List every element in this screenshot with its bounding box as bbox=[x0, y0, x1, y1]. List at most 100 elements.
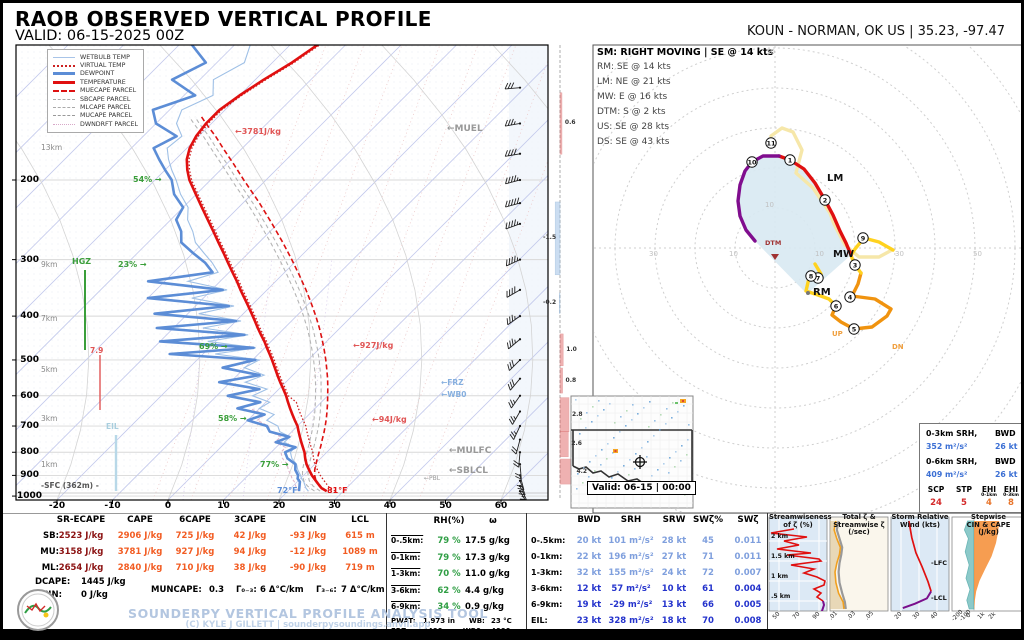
dcin-value: 0 J/kg bbox=[81, 590, 108, 600]
kinematics-table: BWD SRH SRW SWζ% SWζ 0-.5km: 20 kt 101 m²/s² 28 … bbox=[527, 513, 767, 629]
right-mover-label: RM bbox=[813, 287, 831, 298]
storm-motion-line: SM: RIGHT MOVING | SE @ 14 kts bbox=[597, 47, 774, 58]
kin-value: 0.011 bbox=[734, 536, 762, 546]
kin-value: 155 m²/s² bbox=[608, 568, 654, 578]
dtm-label: DTM bbox=[765, 239, 782, 247]
svg-text:3: 3 bbox=[853, 261, 858, 269]
page-title: RAOB OBSERVED VERTICAL PROFILE bbox=[15, 7, 432, 31]
lcl-mark: -LCL bbox=[931, 594, 947, 603]
kin-value: 0.007 bbox=[734, 568, 762, 578]
annotation-rh58: 58% → bbox=[218, 414, 247, 423]
omega-value: 2.8 bbox=[571, 410, 583, 418]
ehi3-sub: 0-3km bbox=[1003, 493, 1019, 498]
skewt-legend: WETBULB TEMP VIRTUAL TEMP DEWPOINT TEMPERAT… bbox=[47, 49, 145, 133]
lfc-mark: -LFC bbox=[931, 559, 948, 568]
mucape-swatch bbox=[53, 115, 75, 117]
kin-value: 32 kt bbox=[576, 568, 602, 578]
legend-item: TEMPERATURE bbox=[53, 78, 138, 86]
annotation-a94: ←94J/kg bbox=[372, 415, 407, 424]
bottom-bar bbox=[3, 629, 1021, 637]
pressure-tick-label: 500 bbox=[20, 354, 39, 365]
temp-tick-label: 40 bbox=[383, 501, 397, 511]
temp-tick-label: 10 bbox=[217, 501, 230, 511]
dcape-value: 1445 J/kg bbox=[81, 577, 126, 587]
thermo-header: CIN bbox=[299, 515, 317, 525]
thermo-value: -12 J/kg bbox=[289, 547, 327, 557]
w-value: 17.5 g/kg bbox=[465, 536, 510, 546]
legend-item: SBCAPE PARCEL bbox=[53, 95, 138, 103]
table-separator bbox=[3, 513, 1021, 514]
annotation-pbl: ←PBL bbox=[424, 475, 441, 482]
storm-motion-line: DTM: S @ 2 kts bbox=[597, 107, 666, 117]
muncape-value: 0.3 bbox=[209, 585, 225, 595]
lr36-label: Γ₃₋₆: bbox=[316, 585, 337, 595]
legend-label: MUECAPE PARCEL bbox=[80, 87, 137, 95]
thermo-value: 3781 J/kg bbox=[117, 547, 163, 557]
svg-text:1: 1 bbox=[788, 156, 793, 164]
thermo-value: -93 J/kg bbox=[289, 531, 327, 541]
ehi1-header: EHI bbox=[981, 485, 997, 494]
annotation-rh77: 77% → bbox=[260, 460, 289, 469]
annotation-sfc_label: -SFC (362m) - bbox=[41, 481, 99, 490]
thermo-value: 719 m bbox=[345, 563, 375, 573]
legend-item: MUECAPE PARCEL bbox=[53, 87, 138, 95]
kin-value: 18 kt bbox=[661, 616, 687, 626]
kin-value: 23 kt bbox=[576, 616, 602, 626]
storm-motion-line: RM: SE @ 14 kts bbox=[597, 62, 671, 72]
ring-label: 10 bbox=[765, 201, 774, 209]
thermo-header: SR-ECAPE bbox=[56, 515, 106, 525]
moisture-row-label: 6-9km: bbox=[391, 602, 421, 611]
thermo-row-label: ML: bbox=[41, 563, 59, 573]
omega-value: 1.0 bbox=[566, 345, 577, 353]
annotation-rh69: 69% → bbox=[199, 342, 228, 351]
storm-motion-line: MW: E @ 16 kts bbox=[597, 92, 668, 102]
pressure-tick-label: 300 bbox=[20, 254, 39, 265]
panel-title: Stepwise CIN & CAPE (J/kg) bbox=[966, 513, 1011, 537]
thermo-value: 2654 J/kg bbox=[58, 563, 104, 573]
annotation-rh54: 54% → bbox=[133, 175, 162, 184]
temp-tick-label: -10 bbox=[104, 501, 121, 511]
svg-text:9: 9 bbox=[861, 234, 866, 242]
pwat-label: PWAT: bbox=[391, 617, 416, 625]
mean-wind-label: MW bbox=[833, 249, 854, 260]
kin-row-label: 0-.5km: bbox=[531, 536, 566, 545]
legend-item: DWNDRFT PARCEL bbox=[53, 120, 138, 128]
omega-value: -1.5 bbox=[543, 234, 557, 242]
kin-value: 12 kt bbox=[576, 584, 602, 594]
ring-label: 10 bbox=[815, 250, 824, 258]
stp-header: STP bbox=[955, 485, 972, 494]
height-label: 3km bbox=[41, 414, 58, 423]
kin-value: 22 kt bbox=[576, 552, 602, 562]
moisture-row-label: 1-3km: bbox=[391, 569, 421, 578]
kin-value: 20 kt bbox=[576, 536, 602, 546]
sounderpy-logo bbox=[17, 589, 59, 631]
temp-tick-label: 30 bbox=[328, 501, 341, 511]
kin-value: 101 m²/s² bbox=[608, 536, 654, 546]
pressure-tick-label: 900 bbox=[20, 470, 39, 481]
thermo-value: 42 J/kg bbox=[233, 531, 267, 541]
kin-value: 0.004 bbox=[734, 584, 762, 594]
svg-text:10: 10 bbox=[747, 158, 757, 166]
ehi3-header: EHI bbox=[1003, 485, 1019, 494]
legend-item: VIRTUAL TEMP bbox=[53, 61, 138, 69]
scp-value: 24 bbox=[930, 498, 942, 508]
valid-time: VALID: 06-15-2025 00Z bbox=[15, 28, 185, 44]
rh-value: 62 % bbox=[437, 585, 461, 596]
annotation-sfc_t: 81°F bbox=[327, 486, 348, 495]
pressure-tick-label: 700 bbox=[20, 421, 39, 432]
dwndrft-swatch bbox=[53, 123, 75, 125]
muecape-swatch bbox=[53, 89, 75, 92]
annotation-hgz: HGZ bbox=[72, 257, 92, 266]
legend-label: DWNDRFT PARCEL bbox=[80, 120, 139, 128]
panel-title: Streamwiseness of ζ (%) bbox=[769, 513, 832, 529]
thermo-value: 615 m bbox=[345, 531, 375, 541]
pressure-tick-label: 800 bbox=[20, 447, 39, 458]
wb-label: WB: bbox=[469, 617, 485, 625]
panel1-ylabel: .5 km bbox=[771, 593, 791, 600]
kin-value: 0.005 bbox=[734, 600, 762, 610]
legend-item: MLCAPE PARCEL bbox=[53, 103, 138, 111]
ehi1-sub: 0-1km bbox=[981, 493, 997, 498]
legend-label: SBCAPE PARCEL bbox=[80, 95, 131, 103]
kin-value: 24 kt bbox=[661, 568, 687, 578]
